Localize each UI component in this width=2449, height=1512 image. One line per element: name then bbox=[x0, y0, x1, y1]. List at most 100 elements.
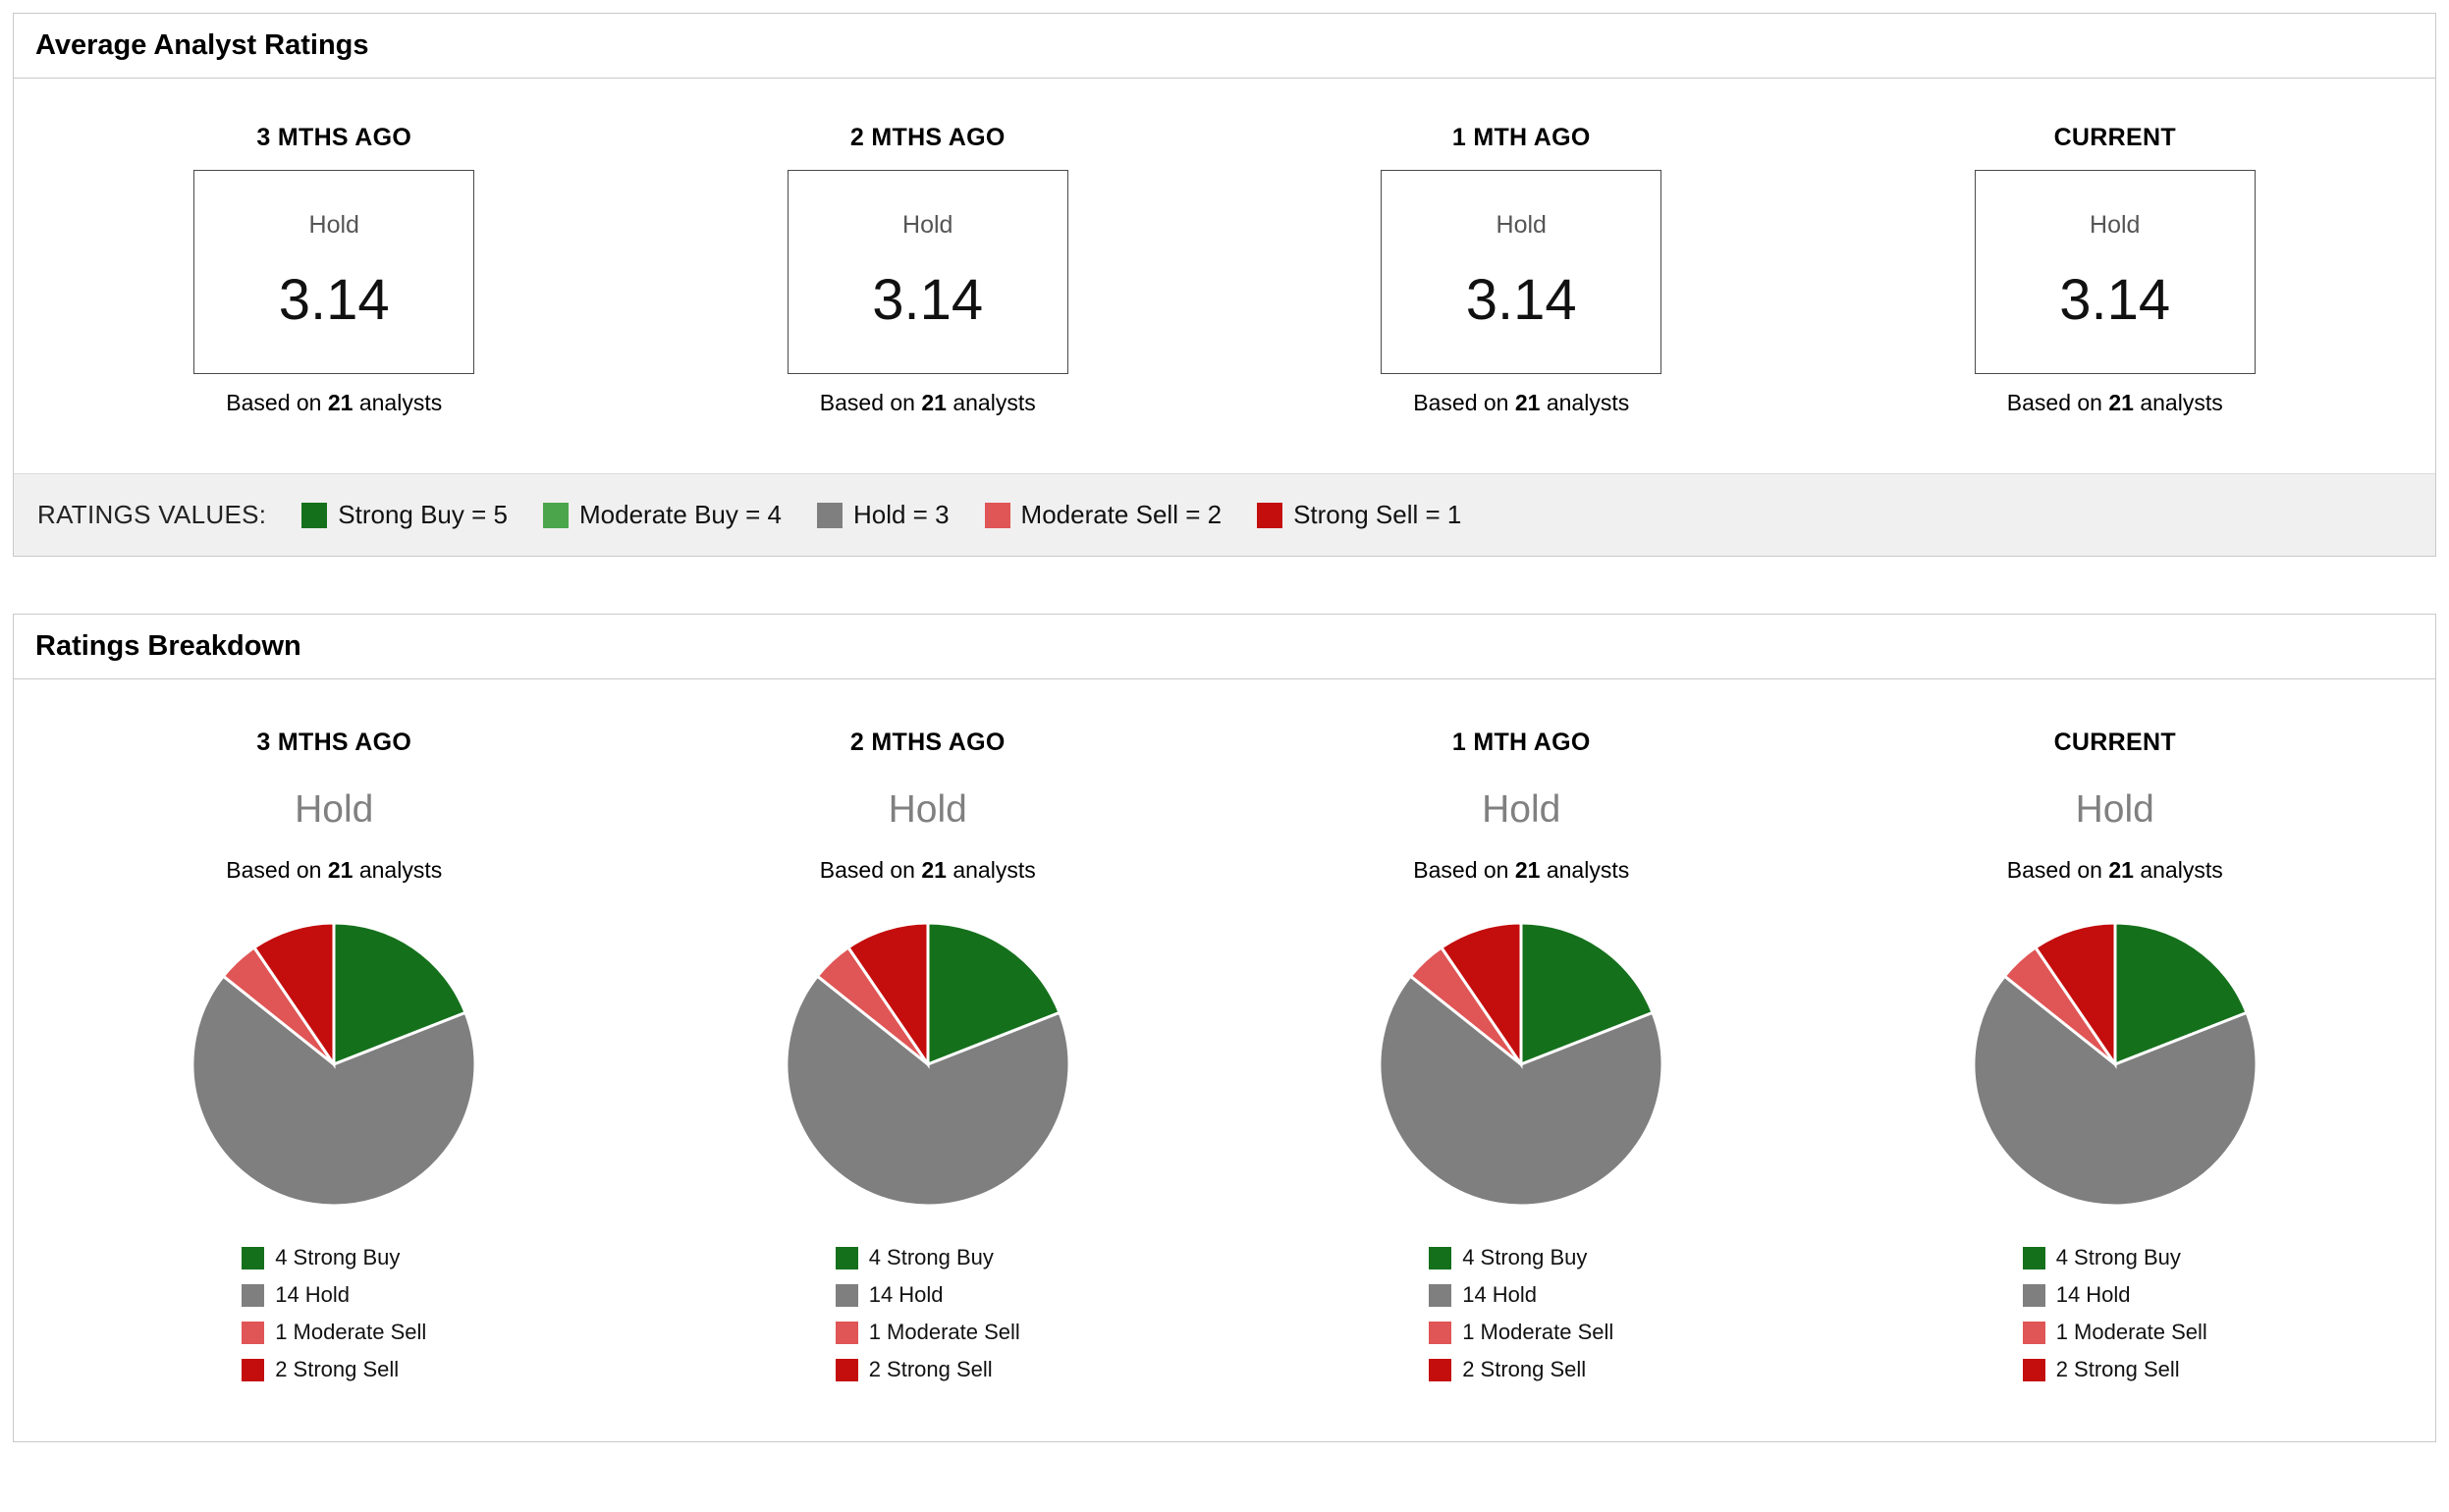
rating-column-2mths: 2 MTHS AGO Hold 3.14 Based on 21 analyst… bbox=[631, 124, 1225, 416]
rating-column-current: CURRENT Hold 3.14 Based on 21 analysts bbox=[1819, 124, 2413, 416]
period-header: 2 MTHS AGO bbox=[849, 729, 1006, 756]
breakdown-column-current: CURRENT Hold Based on 21 analysts 4 Stro… bbox=[1819, 729, 2413, 1394]
legend-item-moderate-sell: 1 Moderate Sell bbox=[242, 1320, 426, 1345]
period-header: CURRENT bbox=[2053, 729, 2176, 756]
analyst-count-text: Based on 21 analysts bbox=[631, 390, 1225, 416]
legend-label: 2 Strong Sell bbox=[1462, 1357, 1587, 1381]
ratings-breakdown-columns: 3 MTHS AGO Hold Based on 21 analysts 4 S… bbox=[14, 679, 2435, 1441]
period-header: CURRENT bbox=[2053, 124, 2176, 151]
legend-item-strong-sell: 2 Strong Sell bbox=[835, 1357, 1020, 1382]
legend-label: 4 Strong Buy bbox=[868, 1245, 994, 1269]
moderate-buy-swatch-icon bbox=[543, 502, 569, 528]
legend-item-hold: Hold = 3 bbox=[816, 500, 950, 530]
legend-item-moderate-buy: Moderate Buy = 4 bbox=[543, 500, 782, 530]
rating-label: Hold bbox=[1496, 211, 1547, 239]
moderate-sell-swatch-icon bbox=[984, 502, 1010, 528]
strong-buy-swatch-icon bbox=[2022, 1246, 2045, 1269]
legend-item-hold: 14 Hold bbox=[835, 1282, 1020, 1308]
analyst-count: 21 bbox=[327, 390, 354, 415]
rating-label: Hold bbox=[1482, 788, 1561, 831]
based-suffix: analysts bbox=[2140, 390, 2223, 415]
period-header: 2 MTHS AGO bbox=[849, 124, 1006, 151]
based-suffix: analysts bbox=[358, 390, 443, 415]
legend-label: 1 Moderate Sell bbox=[2055, 1320, 2207, 1344]
average-ratings-columns: 3 MTHS AGO Hold 3.14 Based on 21 analyst… bbox=[14, 79, 2435, 446]
breakdown-column-1mth: 1 MTH AGO Hold Based on 21 analysts 4 St… bbox=[1224, 729, 1819, 1394]
pie-chart bbox=[1374, 917, 1668, 1212]
based-prefix: Based on bbox=[1413, 390, 1509, 415]
legend-label: 4 Strong Buy bbox=[1462, 1245, 1588, 1269]
strong-sell-swatch-icon bbox=[1257, 502, 1283, 528]
legend-label: 14 Hold bbox=[1462, 1282, 1538, 1307]
moderate-sell-swatch-icon bbox=[242, 1321, 265, 1344]
based-prefix: Based on bbox=[819, 390, 915, 415]
legend-label: 2 Strong Sell bbox=[275, 1357, 400, 1381]
legend-item-strong-buy: 4 Strong Buy bbox=[1429, 1245, 1613, 1270]
legend-item-hold: 14 Hold bbox=[242, 1282, 426, 1308]
strong-sell-swatch-icon bbox=[2022, 1358, 2045, 1381]
rating-box: Hold 3.14 bbox=[1974, 170, 2256, 374]
legend-label: Moderate Sell = 2 bbox=[1020, 500, 1223, 529]
legend-item-strong-buy: 4 Strong Buy bbox=[242, 1245, 426, 1270]
rating-label: Hold bbox=[308, 211, 359, 239]
legend-item-moderate-sell: 1 Moderate Sell bbox=[835, 1320, 1020, 1345]
pie-legend: 4 Strong Buy 14 Hold 1 Moderate Sell 2 S… bbox=[835, 1245, 1020, 1394]
analyst-count-text: Based on 21 analysts bbox=[37, 857, 631, 884]
analyst-count-text: Based on 21 analysts bbox=[37, 390, 631, 416]
legend-item-strong-buy: Strong Buy = 5 bbox=[301, 500, 508, 530]
legend-label: 4 Strong Buy bbox=[2055, 1245, 2181, 1269]
legend-label: 14 Hold bbox=[2055, 1282, 2131, 1307]
analyst-count-text: Based on 21 analysts bbox=[1224, 390, 1819, 416]
legend-label: Strong Sell = 1 bbox=[1293, 500, 1462, 529]
analyst-count-text: Based on 21 analysts bbox=[1224, 857, 1819, 884]
ratings-breakdown-header: Ratings Breakdown bbox=[14, 615, 2435, 679]
analyst-count: 21 bbox=[327, 857, 354, 883]
hold-swatch-icon bbox=[835, 1283, 858, 1307]
legend-item-strong-buy: 4 Strong Buy bbox=[835, 1245, 1020, 1270]
ratings-values-legend: RATINGS VALUES: Strong Buy = 5 Moderate … bbox=[14, 473, 2435, 556]
based-prefix: Based on bbox=[2006, 390, 2102, 415]
pie-chart bbox=[781, 917, 1075, 1212]
legend-item-strong-sell: 2 Strong Sell bbox=[1429, 1357, 1613, 1382]
legend-item-strong-buy: 4 Strong Buy bbox=[2022, 1245, 2207, 1270]
analyst-count: 21 bbox=[921, 857, 947, 883]
analyst-count: 21 bbox=[1514, 857, 1541, 883]
hold-swatch-icon bbox=[242, 1283, 265, 1307]
rating-value: 3.14 bbox=[872, 268, 984, 332]
based-suffix: analysts bbox=[2140, 857, 2223, 883]
pie-chart bbox=[1968, 917, 2262, 1212]
strong-buy-swatch-icon bbox=[835, 1246, 858, 1269]
legend-item-hold: 14 Hold bbox=[1429, 1282, 1613, 1308]
breakdown-column-2mths: 2 MTHS AGO Hold Based on 21 analysts 4 S… bbox=[631, 729, 1225, 1394]
rating-value: 3.14 bbox=[1465, 268, 1577, 332]
legend-label: Strong Buy = 5 bbox=[338, 500, 508, 529]
legend-item-strong-sell: Strong Sell = 1 bbox=[1257, 500, 1461, 530]
hold-swatch-icon bbox=[816, 502, 843, 528]
pie-chart bbox=[187, 917, 481, 1212]
legend-item-strong-sell: 2 Strong Sell bbox=[2022, 1357, 2207, 1382]
based-suffix: analysts bbox=[358, 857, 443, 883]
rating-column-1mth: 1 MTH AGO Hold 3.14 Based on 21 analysts bbox=[1224, 124, 1819, 416]
rating-column-3mths: 3 MTHS AGO Hold 3.14 Based on 21 analyst… bbox=[37, 124, 631, 416]
legend-label: 4 Strong Buy bbox=[275, 1245, 401, 1269]
legend-label: 2 Strong Sell bbox=[2055, 1357, 2180, 1381]
period-header: 1 MTH AGO bbox=[1451, 124, 1591, 151]
based-prefix: Based on bbox=[226, 390, 322, 415]
analyst-count-text: Based on 21 analysts bbox=[1819, 390, 2413, 416]
average-ratings-panel: Average Analyst Ratings 3 MTHS AGO Hold … bbox=[13, 13, 2436, 557]
rating-label: Hold bbox=[2090, 211, 2141, 239]
based-suffix: analysts bbox=[952, 857, 1036, 883]
legend-item-moderate-sell: 1 Moderate Sell bbox=[1429, 1320, 1613, 1345]
panel-title: Average Analyst Ratings bbox=[35, 29, 369, 61]
period-header: 3 MTHS AGO bbox=[256, 124, 412, 151]
average-ratings-header: Average Analyst Ratings bbox=[14, 14, 2435, 79]
based-suffix: analysts bbox=[952, 390, 1036, 415]
legend-label: 1 Moderate Sell bbox=[1462, 1320, 1614, 1344]
rating-box: Hold 3.14 bbox=[787, 170, 1068, 374]
legend-item-strong-sell: 2 Strong Sell bbox=[242, 1357, 426, 1382]
legend-label: 14 Hold bbox=[868, 1282, 944, 1307]
rating-label: Hold bbox=[888, 788, 967, 831]
moderate-sell-swatch-icon bbox=[835, 1321, 858, 1344]
rating-box: Hold 3.14 bbox=[1381, 170, 1662, 374]
rating-label: Hold bbox=[902, 211, 953, 239]
